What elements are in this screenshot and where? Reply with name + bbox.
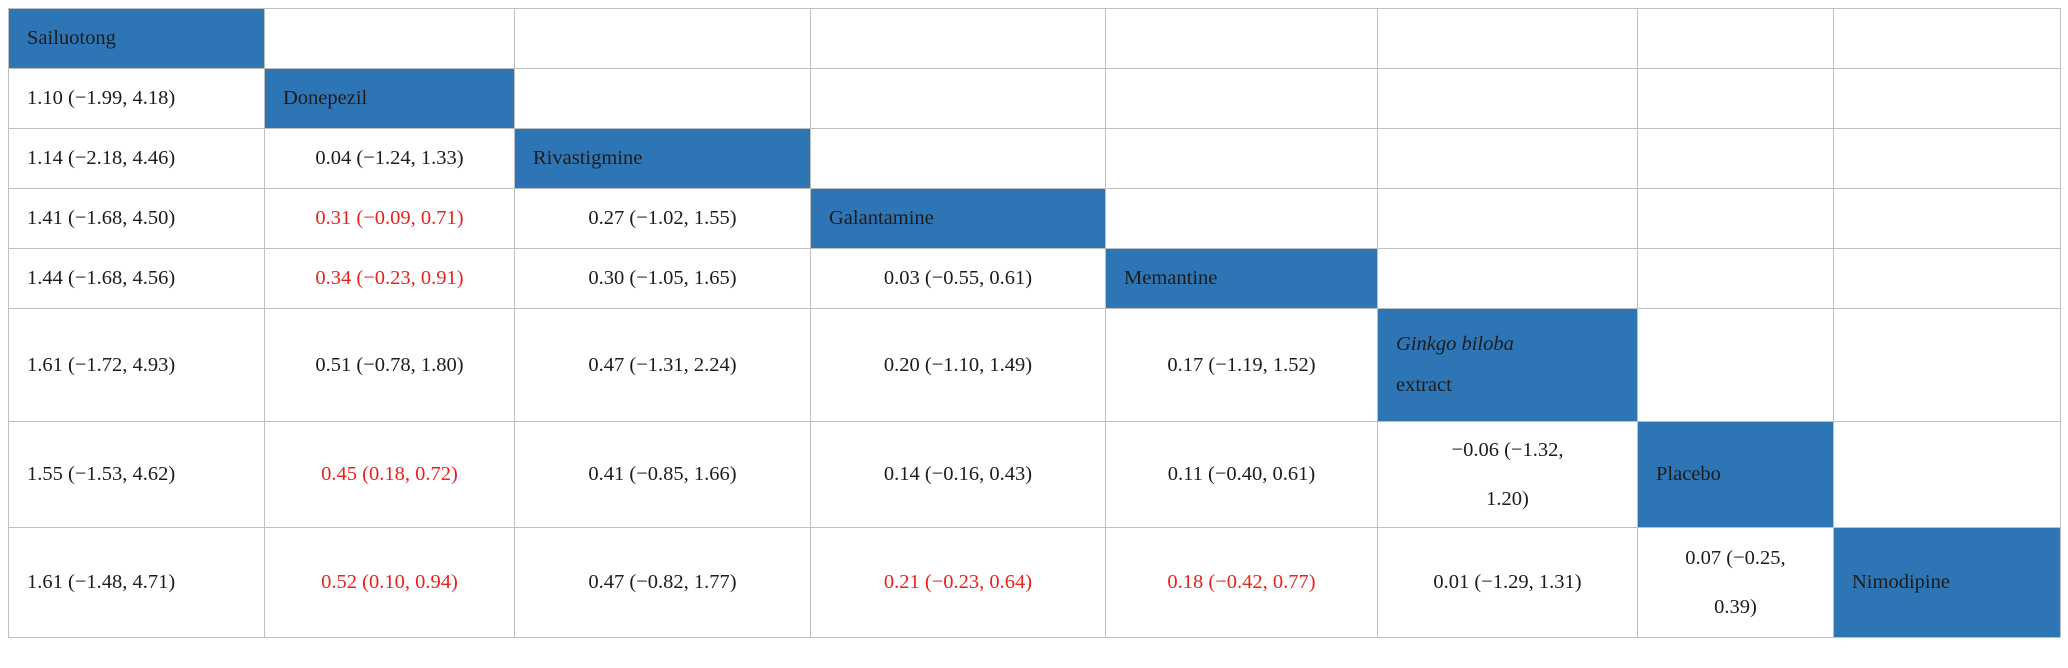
estimate-cell: 0.17 (−1.19, 1.52) xyxy=(1105,308,1378,422)
treatment-label-line1: Ginkgo biloba xyxy=(1396,333,1514,355)
estimate-cell: 1.55 (−1.53, 4.62) xyxy=(8,421,265,528)
empty-cell xyxy=(1377,248,1638,309)
empty-cell xyxy=(1377,8,1638,69)
table-row: 1.55 (−1.53, 4.62) 0.45 (0.18, 0.72) 0.4… xyxy=(8,421,2061,528)
estimate-cell: 0.11 (−0.40, 0.61) xyxy=(1105,421,1378,528)
table-row: 1.14 (−2.18, 4.46) 0.04 (−1.24, 1.33) Ri… xyxy=(8,128,2061,189)
estimate-cell: 1.14 (−2.18, 4.46) xyxy=(8,128,265,189)
treatment-cell-ginkgo-biloba-extract: Ginkgo biloba extract xyxy=(1377,308,1638,422)
estimate-cell-significant: 0.52 (0.10, 0.94) xyxy=(264,527,515,638)
estimate-cell: 0.14 (−0.16, 0.43) xyxy=(810,421,1106,528)
empty-cell xyxy=(1105,128,1378,189)
empty-cell xyxy=(1833,128,2061,189)
estimate-cell-significant: 0.18 (−0.42, 0.77) xyxy=(1105,527,1378,638)
empty-cell xyxy=(1377,128,1638,189)
treatment-cell-nimodipine: Nimodipine xyxy=(1833,527,2061,638)
table-row: 1.61 (−1.72, 4.93) 0.51 (−0.78, 1.80) 0.… xyxy=(8,308,2061,422)
estimate-cell: 1.44 (−1.68, 4.56) xyxy=(8,248,265,309)
estimate-cell: 0.51 (−0.78, 1.80) xyxy=(264,308,515,422)
empty-cell xyxy=(1833,421,2061,528)
empty-cell xyxy=(514,68,811,129)
empty-cell xyxy=(1637,68,1834,129)
treatment-cell-sailuotong: Sailuotong xyxy=(8,8,265,69)
estimate-cell-significant: 0.21 (−0.23, 0.64) xyxy=(810,527,1106,638)
empty-cell xyxy=(1833,68,2061,129)
table-row: 1.10 (−1.99, 4.18) Donepezil xyxy=(8,68,2061,129)
table-row: Sailuotong xyxy=(8,8,2061,69)
estimate-cell: 0.20 (−1.10, 1.49) xyxy=(810,308,1106,422)
empty-cell xyxy=(264,8,515,69)
table-row: 1.44 (−1.68, 4.56) 0.34 (−0.23, 0.91) 0.… xyxy=(8,248,2061,309)
estimate-cell-significant: 0.45 (0.18, 0.72) xyxy=(264,421,515,528)
estimate-cell: 1.10 (−1.99, 4.18) xyxy=(8,68,265,129)
table-row: 1.41 (−1.68, 4.50) 0.31 (−0.09, 0.71) 0.… xyxy=(8,188,2061,249)
estimate-cell: 1.41 (−1.68, 4.50) xyxy=(8,188,265,249)
estimate-cell: 1.61 (−1.72, 4.93) xyxy=(8,308,265,422)
empty-cell xyxy=(1833,188,2061,249)
estimate-cell: 0.30 (−1.05, 1.65) xyxy=(514,248,811,309)
estimate-cell: 0.04 (−1.24, 1.33) xyxy=(264,128,515,189)
table-row: 1.61 (−1.48, 4.71) 0.52 (0.10, 0.94) 0.4… xyxy=(8,527,2061,638)
empty-cell xyxy=(1105,8,1378,69)
estimate-cell: 0.07 (−0.25, 0.39) xyxy=(1637,527,1834,638)
empty-cell xyxy=(1377,68,1638,129)
empty-cell xyxy=(810,128,1106,189)
empty-cell xyxy=(514,8,811,69)
empty-cell xyxy=(1105,188,1378,249)
estimate-cell: 0.47 (−1.31, 2.24) xyxy=(514,308,811,422)
empty-cell xyxy=(1833,8,2061,69)
estimate-cell: 0.01 (−1.29, 1.31) xyxy=(1377,527,1638,638)
empty-cell xyxy=(1637,128,1834,189)
treatment-cell-memantine: Memantine xyxy=(1105,248,1378,309)
empty-cell xyxy=(1637,8,1834,69)
empty-cell xyxy=(1833,248,2061,309)
empty-cell xyxy=(810,68,1106,129)
empty-cell xyxy=(1833,308,2061,422)
estimate-cell: 0.41 (−0.85, 1.66) xyxy=(514,421,811,528)
estimate-cell-significant: 0.31 (−0.09, 0.71) xyxy=(264,188,515,249)
empty-cell xyxy=(810,8,1106,69)
treatment-cell-donepezil: Donepezil xyxy=(264,68,515,129)
empty-cell xyxy=(1637,308,1834,422)
treatment-cell-rivastigmine: Rivastigmine xyxy=(514,128,811,189)
estimate-cell: 0.27 (−1.02, 1.55) xyxy=(514,188,811,249)
empty-cell xyxy=(1637,248,1834,309)
estimate-cell: −0.06 (−1.32, 1.20) xyxy=(1377,421,1638,528)
treatment-label-line2: extract xyxy=(1396,374,1452,396)
treatment-cell-galantamine: Galantamine xyxy=(810,188,1106,249)
treatment-cell-placebo: Placebo xyxy=(1637,421,1834,528)
empty-cell xyxy=(1105,68,1378,129)
estimate-cell: 1.61 (−1.48, 4.71) xyxy=(8,527,265,638)
estimate-cell: 0.03 (−0.55, 0.61) xyxy=(810,248,1106,309)
league-table: Sailuotong 1.10 (−1.99, 4.18) Donepezil … xyxy=(8,8,2061,638)
estimate-cell-significant: 0.34 (−0.23, 0.91) xyxy=(264,248,515,309)
estimate-cell: 0.47 (−0.82, 1.77) xyxy=(514,527,811,638)
empty-cell xyxy=(1637,188,1834,249)
empty-cell xyxy=(1377,188,1638,249)
